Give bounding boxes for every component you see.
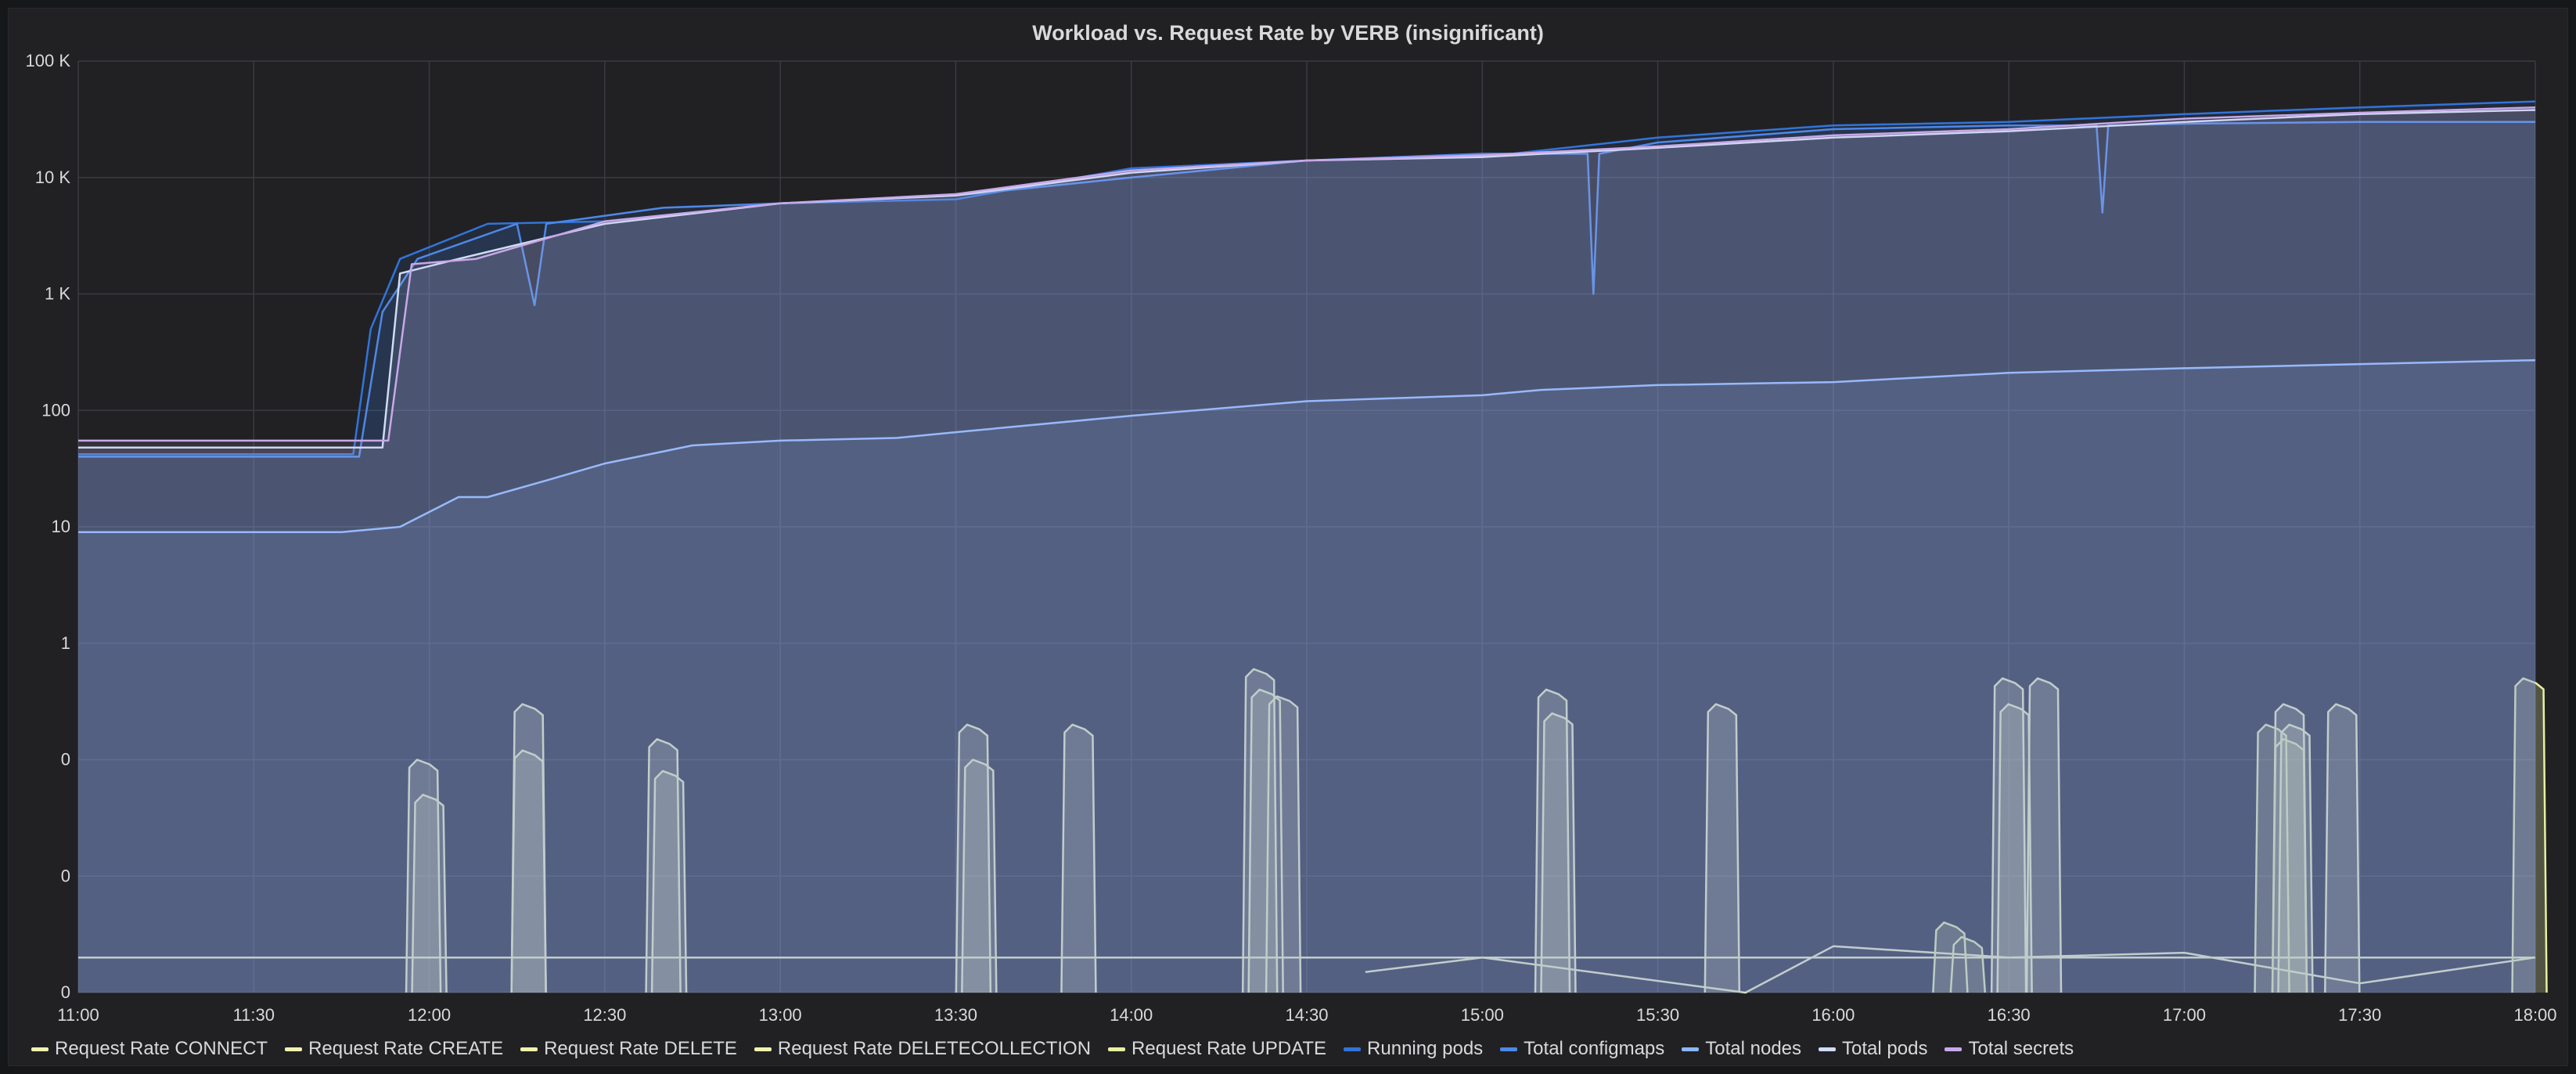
x-tick-label: 16:30	[1988, 1005, 2031, 1025]
y-tick-label: 0	[61, 750, 70, 769]
y-tick-label: 0	[61, 866, 70, 885]
x-tick-label: 13:30	[934, 1005, 977, 1025]
series-line	[78, 106, 2536, 442]
series-line	[405, 668, 2361, 993]
legend-swatch	[520, 1047, 538, 1051]
series-line	[78, 100, 2536, 456]
series-line	[78, 121, 2535, 458]
legend-label: Total pods	[1842, 1038, 1928, 1059]
x-tick-label: 11:30	[233, 1005, 275, 1025]
legend-label: Request Rate CONNECT	[55, 1038, 268, 1059]
legend-swatch	[754, 1047, 772, 1051]
y-tick-label: 1	[61, 633, 70, 653]
legend-swatch	[285, 1047, 303, 1051]
series-area	[78, 107, 2535, 993]
series-line	[78, 359, 2536, 534]
series-area	[78, 101, 2535, 993]
legend-swatch	[1819, 1047, 1837, 1051]
legend-item[interactable]: Total nodes	[1682, 1038, 1801, 1060]
legend-swatch	[1108, 1047, 1126, 1051]
legend-label: Request Rate UPDATE	[1131, 1038, 1327, 1059]
legend-label: Total configmaps	[1524, 1038, 1665, 1059]
legend-swatch	[1945, 1047, 1963, 1051]
series-area	[78, 360, 2535, 993]
series-line	[1932, 677, 2548, 993]
series-line	[78, 109, 2536, 449]
legend-swatch	[1344, 1047, 1362, 1051]
legend-swatch	[31, 1047, 49, 1051]
y-tick-label: 0	[61, 982, 70, 1002]
legend-label: Total nodes	[1705, 1038, 1802, 1059]
x-tick-label: 14:00	[1110, 1005, 1153, 1025]
x-tick-label: 13:00	[759, 1005, 802, 1025]
x-tick-label: 17:30	[2338, 1005, 2381, 1025]
legend-item[interactable]: Total pods	[1819, 1038, 1927, 1060]
legend-item[interactable]: Request Rate CONNECT	[31, 1038, 268, 1060]
y-tick-label: 10 K	[35, 168, 71, 187]
x-tick-label: 12:00	[408, 1005, 451, 1025]
panel-title[interactable]: Workload vs. Request Rate by VERB (insig…	[1032, 21, 1544, 45]
legend-item[interactable]: Request Rate UPDATE	[1108, 1038, 1326, 1060]
legend-label: Request Rate CREATE	[308, 1038, 504, 1059]
legend-label: Total secrets	[1968, 1038, 2074, 1059]
series-area	[78, 110, 2535, 993]
x-tick-label: 12:30	[583, 1005, 626, 1025]
legend-item[interactable]: Request Rate CREATE	[285, 1038, 503, 1060]
series-area	[78, 121, 2535, 993]
legend-swatch	[1682, 1047, 1700, 1051]
chart-legend: Request Rate CONNECT Request Rate CREATE R…	[31, 1038, 2074, 1060]
legend-label: Request Rate DELETE	[544, 1038, 737, 1059]
legend-item[interactable]: Total configmaps	[1500, 1038, 1664, 1060]
x-tick-label: 16:00	[1811, 1005, 1855, 1025]
y-tick-label: 1 K	[45, 284, 70, 304]
legend-item[interactable]: Running pods	[1344, 1038, 1483, 1060]
x-tick-label: 14:30	[1285, 1005, 1328, 1025]
x-tick-label: 17:00	[2163, 1005, 2206, 1025]
graph-panel: Workload vs. Request Rate by VERB (insig…	[8, 8, 2568, 1066]
y-tick-label: 10	[52, 517, 70, 536]
x-tick-label: 18:00	[2513, 1005, 2556, 1025]
y-tick-label: 100 K	[26, 51, 71, 70]
legend-swatch	[1500, 1047, 1518, 1051]
legend-item[interactable]: Request Rate DELETECOLLECTION	[754, 1038, 1091, 1060]
x-tick-label: 15:00	[1461, 1005, 1504, 1025]
x-tick-label: 15:30	[1636, 1005, 1679, 1025]
y-tick-label: 100	[41, 400, 70, 420]
x-tick-label: 11:00	[57, 1005, 99, 1025]
legend-item[interactable]: Request Rate DELETE	[520, 1038, 737, 1060]
legend-label: Running pods	[1367, 1038, 1484, 1059]
series-line	[411, 688, 2314, 993]
series-line	[1365, 945, 2536, 994]
legend-label: Request Rate DELETECOLLECTION	[777, 1038, 1092, 1059]
legend-item[interactable]: Total secrets	[1945, 1038, 2074, 1060]
